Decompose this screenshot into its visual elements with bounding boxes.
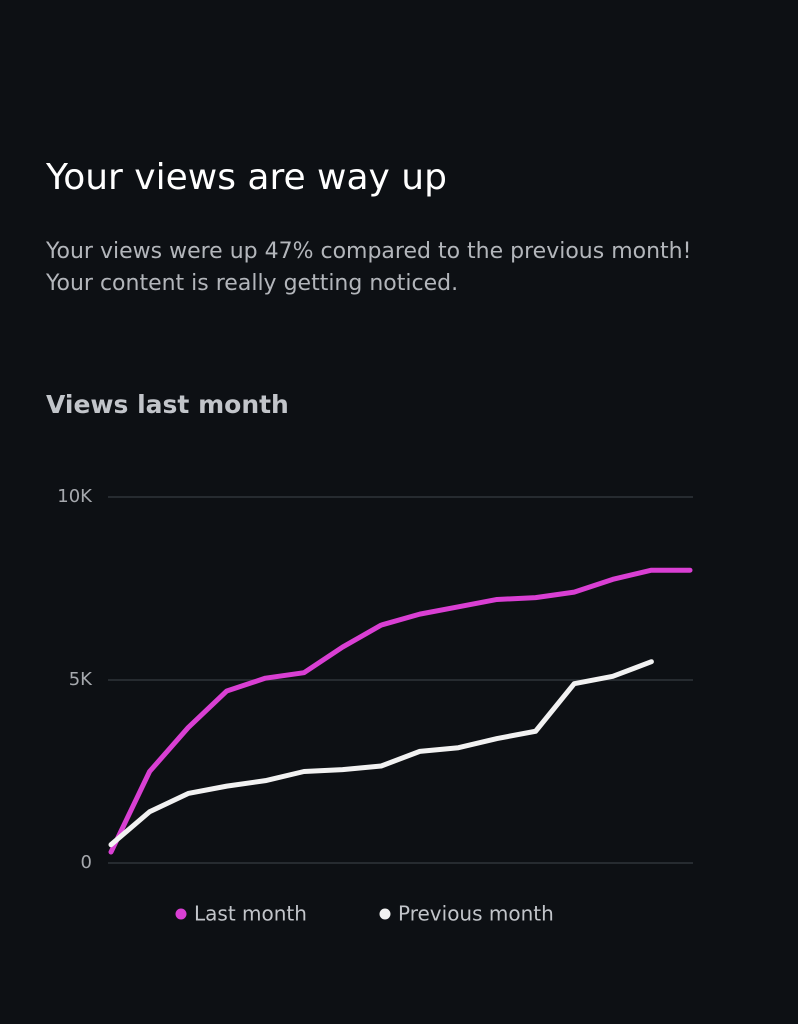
y-tick-label: 0 <box>81 852 92 873</box>
title: Your views are way up <box>45 157 447 198</box>
series-line <box>108 659 654 848</box>
legend-marker <box>379 908 391 920</box>
legend-label: Previous month <box>398 902 554 926</box>
legend-marker <box>175 908 187 920</box>
description-line: Your content is really getting noticed. <box>45 271 458 296</box>
y-tick-label: 5K <box>69 669 93 690</box>
description-line: Your views were up 47% compared to the p… <box>45 239 691 264</box>
chart: 0 5K 10K Last month Previous month <box>57 486 693 926</box>
y-tick-label: 10K <box>57 486 93 507</box>
chart-title: Views last month <box>46 390 289 419</box>
legend-label: Last month <box>194 902 307 926</box>
series-line <box>108 567 693 855</box>
